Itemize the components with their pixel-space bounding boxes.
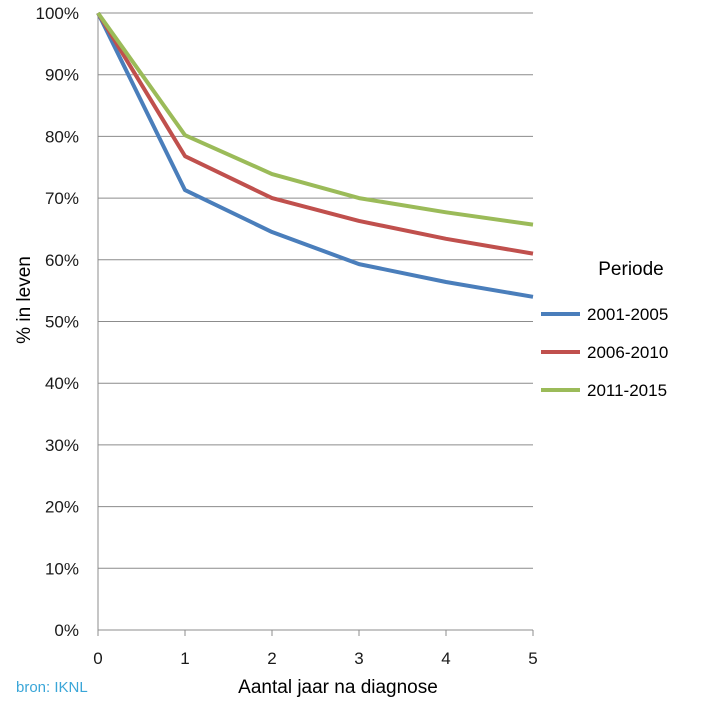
y-tick-label: 50%: [45, 313, 79, 332]
x-tick-label: 5: [528, 649, 537, 668]
legend-title: Periode: [598, 259, 664, 280]
y-tick-labels: 0% 10% 20% 30% 40% 50% 60% 70% 80% 90% 100%: [36, 4, 79, 640]
legend: Periode 2001-2005 2006-2010 2011-2015: [541, 259, 668, 400]
y-tick-label: 90%: [45, 66, 79, 85]
legend-label: 2001-2005: [587, 305, 668, 324]
y-tick-label: 40%: [45, 374, 79, 393]
x-tick-label: 1: [180, 649, 189, 668]
x-tick-label: 2: [267, 649, 276, 668]
series-lines: [96, 11, 534, 299]
legend-label: 2006-2010: [587, 343, 668, 362]
y-tick-label: 10%: [45, 559, 79, 578]
y-axis-title: % in leven: [14, 256, 35, 344]
source-label: bron: IKNL: [16, 679, 88, 696]
y-tick-label: 100%: [36, 4, 79, 23]
y-tick-label: 60%: [45, 251, 79, 270]
legend-label: 2011-2015: [587, 381, 667, 400]
x-axis-title: Aantal jaar na diagnose: [238, 677, 438, 698]
x-tick-labels: 0 1 2 3 4 5: [93, 630, 538, 668]
axes: [97, 13, 533, 631]
y-tick-label: 80%: [45, 127, 79, 146]
y-tick-label: 0%: [54, 621, 79, 640]
y-tick-label: 20%: [45, 498, 79, 517]
y-tick-label: 30%: [45, 436, 79, 455]
series-line-2006-2010: [96, 11, 534, 256]
y-tick-label: 70%: [45, 189, 79, 208]
x-tick-label: 0: [93, 649, 102, 668]
gridlines: [98, 12, 533, 569]
x-tick-label: 4: [441, 649, 450, 668]
x-tick-label: 3: [354, 649, 363, 668]
series-line-2001-2005: [96, 12, 534, 299]
series-line-2011-2015: [96, 11, 534, 227]
